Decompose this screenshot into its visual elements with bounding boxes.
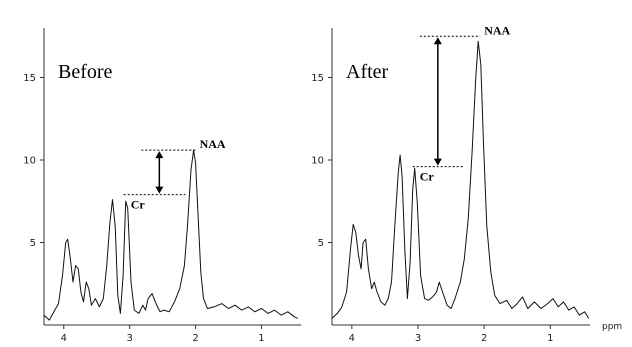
spectrum-line — [331, 40, 590, 319]
x-tick-label: 3 — [126, 333, 132, 344]
naa-peak-label: NAA — [200, 137, 226, 151]
y-tick-label: 15 — [23, 73, 36, 84]
spectrum-line — [43, 149, 298, 321]
x-tick-label: 2 — [481, 333, 487, 344]
x-tick-label: 4 — [349, 333, 355, 344]
arrow-head-up — [433, 37, 442, 45]
arrow-head-up — [155, 151, 164, 159]
y-tick-label: 10 — [311, 156, 324, 167]
y-tick-label: 5 — [318, 238, 324, 249]
arrow-head-down — [155, 186, 164, 194]
arrow-head-down — [433, 158, 442, 166]
naa-peak-label: NAA — [484, 23, 510, 37]
y-tick-label: 10 — [23, 156, 36, 167]
x-tick-label: 2 — [192, 333, 198, 344]
x-tick-label: 1 — [547, 333, 553, 344]
panel-after: 5 10 15 4 3 2 1 ppm After NAA Cr — [311, 23, 622, 344]
y-tick-label: 15 — [311, 73, 324, 84]
x-tick-label: 1 — [258, 333, 264, 344]
cr-peak-label: Cr — [131, 198, 146, 212]
x-tick-label: 4 — [61, 333, 67, 344]
y-tick-label: 5 — [30, 238, 36, 249]
panel-before: 5 10 15 4 3 2 1 Before NAA Cr — [23, 28, 301, 344]
x-axis-label: ppm — [602, 322, 622, 332]
x-tick-label: 3 — [415, 333, 421, 344]
cr-peak-label: Cr — [420, 170, 435, 184]
panel-label: After — [346, 61, 389, 83]
panel-label: Before — [58, 61, 113, 83]
